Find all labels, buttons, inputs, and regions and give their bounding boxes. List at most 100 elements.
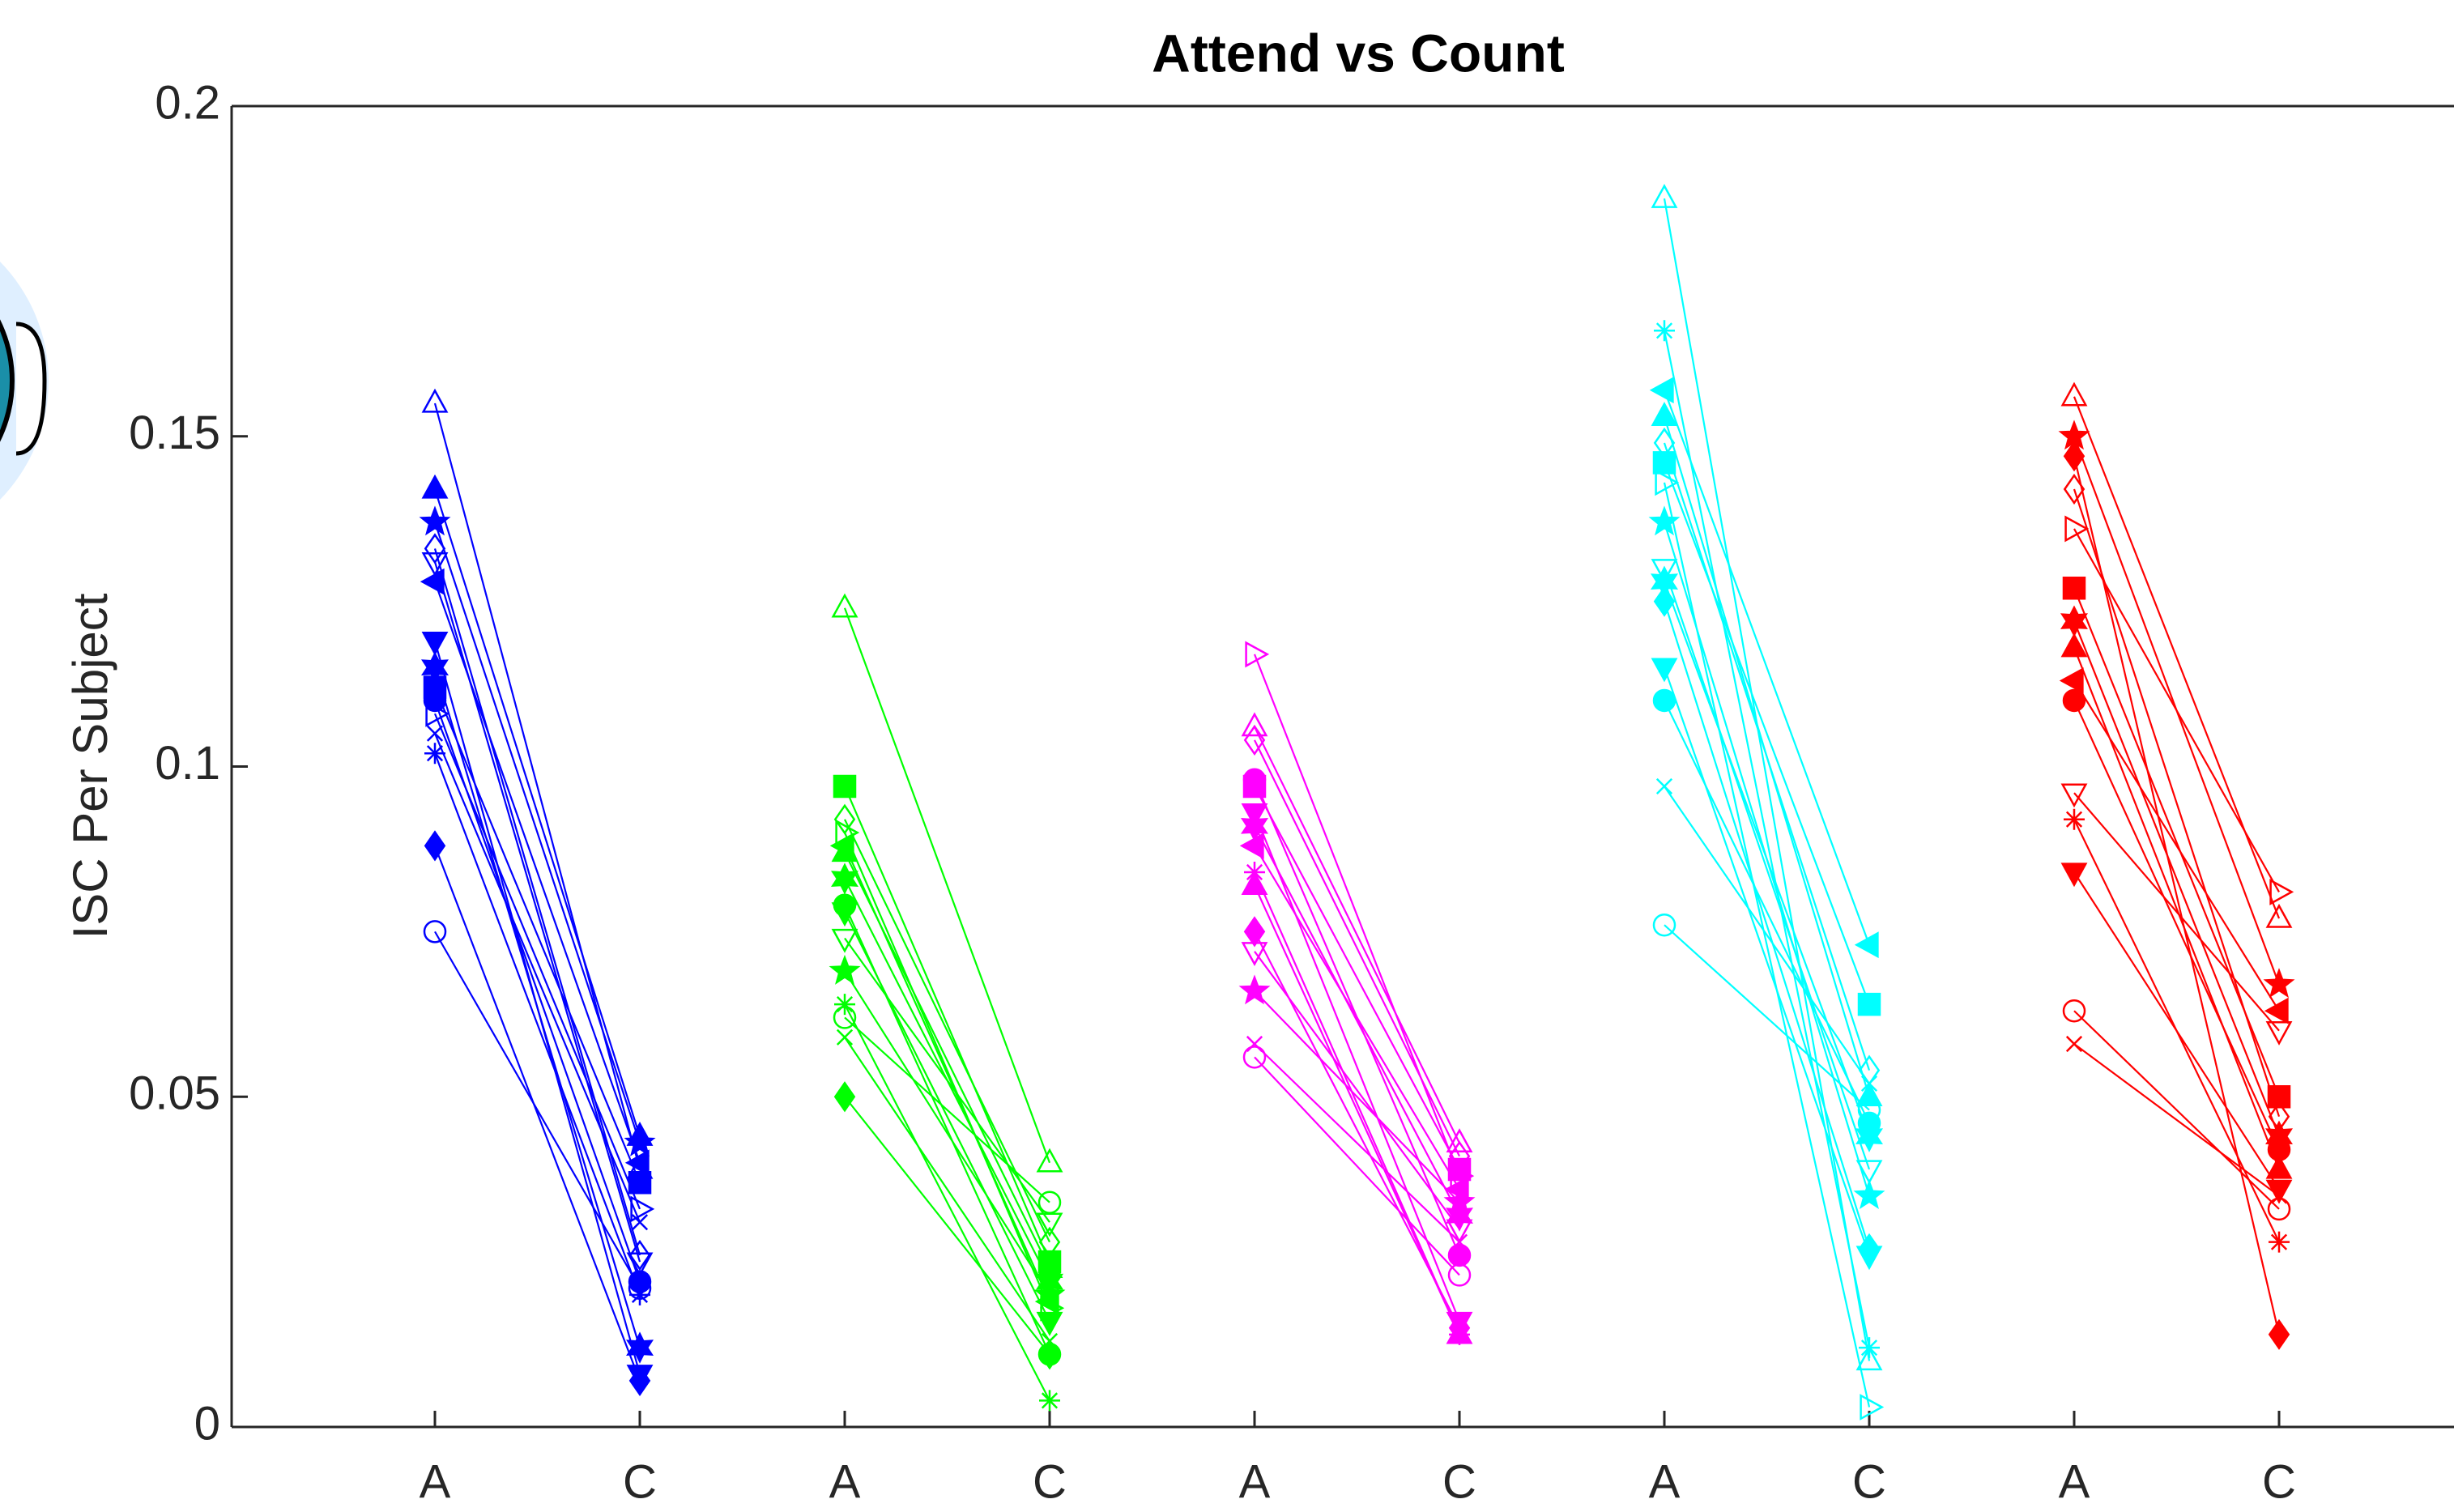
marker (421, 474, 449, 499)
marker (1652, 913, 1676, 937)
subject-line (1253, 884, 1461, 1335)
marker (1652, 451, 1676, 475)
subject-line (433, 548, 641, 1256)
subject-line (2073, 620, 2281, 1137)
marker (1649, 377, 1674, 404)
marker (421, 552, 449, 577)
marker (2063, 441, 2085, 472)
subject-line (433, 700, 641, 1282)
marker (2263, 968, 2295, 999)
marker (1241, 871, 1268, 895)
marker (1238, 974, 1271, 1005)
marker (2060, 862, 2088, 888)
marker (2265, 1154, 2293, 1179)
marker (1039, 1390, 1060, 1412)
marker (1446, 1128, 1473, 1152)
marker (1242, 768, 1267, 792)
marker (2065, 1035, 2083, 1053)
subject-line (1663, 482, 1871, 1408)
x-tick-label: C (2262, 1455, 2296, 1508)
marker (2062, 999, 2086, 1023)
marker (625, 1331, 654, 1364)
subject-line (1663, 667, 1871, 1256)
marker (1038, 1339, 1061, 1370)
marker (833, 1081, 856, 1113)
subject-line (844, 1096, 1050, 1355)
marker (1853, 1179, 1885, 1210)
marker (2062, 688, 2086, 713)
marker (1859, 1337, 1880, 1359)
x-tick-label: A (1649, 1455, 1681, 1508)
subject-line (433, 752, 641, 1296)
marker (1860, 1075, 1878, 1092)
marker (831, 593, 858, 618)
subject-line (1253, 812, 1461, 1322)
subject-line (844, 878, 1050, 1283)
subject-line (2073, 1010, 2280, 1210)
marker (2265, 1021, 2293, 1046)
subject-line (1663, 568, 1871, 1170)
marker (1448, 1312, 1471, 1344)
marker (1242, 1046, 1267, 1069)
marker (1036, 1148, 1063, 1173)
subject-line (1254, 1056, 1460, 1276)
marker (630, 1195, 655, 1223)
y-tick-label: 0.2 (155, 76, 220, 129)
subject-line (1664, 786, 1870, 1084)
marker (1855, 1120, 1883, 1152)
marker (1241, 712, 1268, 737)
subject-line (433, 667, 641, 1348)
marker (831, 928, 858, 953)
marker (1860, 1394, 1885, 1420)
y-tick-label: 0.05 (129, 1067, 220, 1120)
marker (1651, 658, 1678, 683)
subject-line (1253, 779, 1461, 1256)
x-tick-label: A (829, 1455, 861, 1508)
marker (1241, 810, 1268, 842)
marker (836, 1029, 854, 1046)
subject-line (1663, 330, 1871, 1348)
x-tick-label: A (1239, 1455, 1271, 1508)
marker (624, 1126, 656, 1156)
marker (2060, 632, 2088, 658)
marker (2062, 577, 2086, 600)
marker (833, 893, 857, 918)
subject-line (2073, 528, 2280, 892)
marker (628, 1171, 652, 1195)
marker (2265, 903, 2293, 928)
subject-line (1664, 700, 1870, 1124)
subject-line (1663, 198, 1871, 1361)
marker (1245, 641, 1270, 668)
marker (2267, 1085, 2291, 1109)
subject-line (2073, 819, 2280, 1243)
subject-line (1663, 390, 1871, 946)
marker (1450, 1162, 1475, 1190)
subject-line (1254, 825, 1460, 1216)
marker (830, 862, 859, 895)
subject-line (2073, 700, 2281, 1150)
subject-line (1663, 601, 1871, 1250)
marker (1447, 1263, 1472, 1287)
subject-line (843, 786, 1051, 1263)
marker (1651, 402, 1678, 426)
marker (1855, 1346, 1883, 1371)
marker (2063, 473, 2085, 505)
subject-line (1253, 871, 1461, 1335)
marker (1239, 832, 1264, 859)
marker (421, 631, 449, 656)
subject-line (433, 687, 641, 1183)
marker (1655, 777, 1673, 795)
subject-line (1663, 442, 1871, 1071)
marker (426, 725, 444, 742)
marker (2268, 1318, 2290, 1350)
subject-line (844, 970, 1050, 1296)
subject-line (433, 733, 641, 1223)
marker (1037, 1250, 1062, 1274)
marker (1243, 916, 1266, 948)
subject-line (2073, 647, 2281, 1170)
marker (1036, 1265, 1063, 1298)
marker (2060, 605, 2088, 637)
subject-line (1254, 1043, 1460, 1243)
